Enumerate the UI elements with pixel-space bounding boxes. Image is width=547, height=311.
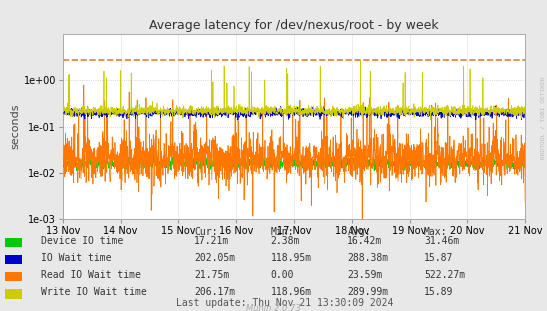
Text: Device IO time: Device IO time [41,236,123,246]
Text: 2.38m: 2.38m [271,236,300,246]
Text: 31.46m: 31.46m [424,236,459,246]
Text: Cur:: Cur: [194,227,218,237]
Text: Munin 2.0.73: Munin 2.0.73 [246,304,301,311]
Title: Average latency for /dev/nexus/root - by week: Average latency for /dev/nexus/root - by… [149,19,439,32]
Text: Avg:: Avg: [347,227,371,237]
Text: 522.27m: 522.27m [424,270,465,280]
Text: Read IO Wait time: Read IO Wait time [41,270,141,280]
Text: 23.59m: 23.59m [347,270,382,280]
Text: 15.89: 15.89 [424,287,453,297]
Text: IO Wait time: IO Wait time [41,253,112,263]
Text: 15.87: 15.87 [424,253,453,263]
Text: 21.75m: 21.75m [194,270,229,280]
Text: Max:: Max: [424,227,447,237]
Text: Write IO Wait time: Write IO Wait time [41,287,147,297]
Text: 0.00: 0.00 [271,270,294,280]
Text: 202.05m: 202.05m [194,253,235,263]
Text: 17.21m: 17.21m [194,236,229,246]
Y-axis label: seconds: seconds [11,104,21,150]
Text: 118.95m: 118.95m [271,253,312,263]
Text: 289.99m: 289.99m [347,287,388,297]
Text: 118.96m: 118.96m [271,287,312,297]
Text: 206.17m: 206.17m [194,287,235,297]
Text: RRDTOOL / TOBI OETIKER: RRDTOOL / TOBI OETIKER [541,77,546,160]
Text: 16.42m: 16.42m [347,236,382,246]
Text: Last update: Thu Nov 21 13:30:09 2024: Last update: Thu Nov 21 13:30:09 2024 [176,298,393,308]
Text: Min:: Min: [271,227,294,237]
Text: 288.38m: 288.38m [347,253,388,263]
